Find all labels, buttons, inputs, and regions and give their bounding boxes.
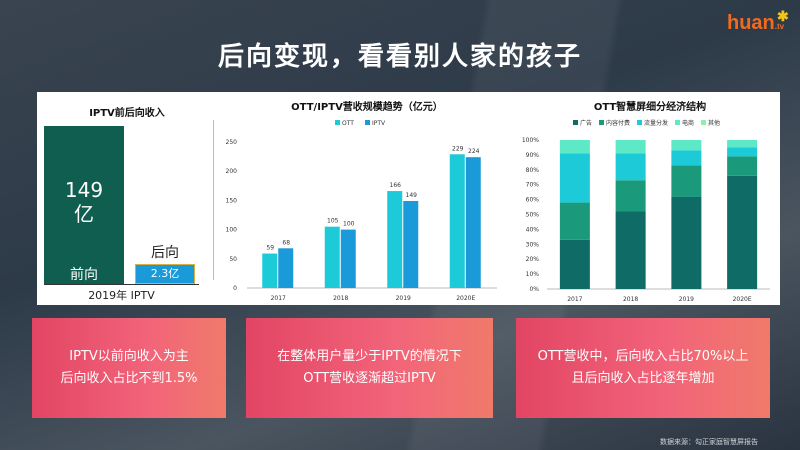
- legend-label: 流量分发: [644, 119, 668, 127]
- logo-star-icon: ✱: [777, 8, 789, 24]
- page-title: 后向变现，看看别人家的孩子: [217, 42, 582, 72]
- chart-title: OTT智慧屏细分经济结构: [594, 100, 706, 113]
- legend-label: 广告: [580, 119, 592, 127]
- front-value: 149: [64, 178, 104, 202]
- data-label: 149: [406, 192, 418, 199]
- left-axis: [44, 284, 199, 285]
- x-tick-label: 2019: [396, 295, 411, 302]
- legend-label: IPTV: [372, 120, 386, 127]
- stacked-segment: [671, 165, 702, 197]
- x-tick-label: 2017: [567, 296, 582, 303]
- y-tick-label: 80%: [526, 167, 540, 174]
- legend-swatch: [573, 120, 578, 125]
- stacked-segment: [671, 140, 702, 151]
- card-line: 且后向收入占比逐年增加: [571, 371, 715, 386]
- stacked-segment: [559, 153, 590, 203]
- legend-swatch: [599, 120, 604, 125]
- ott-iptv-revenue-chart: OTT/IPTV营收规模趋势（亿元） OTT IPTV 0 50 100 150 200 250…: [226, 100, 497, 302]
- stacked-segment: [615, 140, 646, 154]
- stacked-segment: [671, 196, 702, 289]
- legend-swatch: [675, 120, 680, 125]
- legend-swatch: [365, 120, 370, 125]
- huan-tv-logo: huan.tv ✱: [727, 8, 789, 34]
- bar-ott: [449, 154, 465, 288]
- y-tick-label: 40%: [526, 226, 540, 233]
- bar-ott: [262, 253, 278, 288]
- left-xlabel: 2019年 IPTV: [88, 289, 155, 302]
- legend-swatch: [335, 120, 340, 125]
- iptv-chart-title: IPTV前后向收入: [89, 108, 165, 119]
- insight-card-2: 在整体用户量少于IPTV的情况下 OTT营收逐渐超过IPTV: [246, 318, 493, 418]
- stacked-segment: [671, 150, 702, 166]
- bar-iptv: [278, 248, 294, 288]
- legend-swatch: [701, 120, 706, 125]
- bar-iptv: [340, 229, 356, 288]
- y-tick-label: 250: [226, 139, 238, 146]
- bar-iptv: [465, 157, 481, 288]
- divider: [213, 120, 214, 280]
- legend-label: 其他: [708, 119, 720, 127]
- x-tick-label: 2017: [271, 295, 286, 302]
- x-tick-label: 2020E: [456, 295, 475, 302]
- card-line: 在整体用户量少于IPTV的情况下: [277, 349, 462, 364]
- data-label: 68: [282, 239, 290, 246]
- data-label: 224: [468, 148, 480, 155]
- data-label: 59: [266, 245, 274, 252]
- stacked-segment: [727, 156, 758, 176]
- bar-ott: [324, 226, 340, 288]
- y-tick-label: 70%: [526, 182, 540, 189]
- data-label: 229: [452, 145, 464, 152]
- stacked-segment: [615, 180, 646, 212]
- x-tick-label: 2020E: [733, 296, 752, 303]
- front-unit: 亿: [74, 202, 94, 226]
- legend-label: OTT: [342, 120, 354, 127]
- y-tick-label: 200: [226, 168, 238, 175]
- chart-title: OTT/IPTV营收规模趋势（亿元）: [291, 100, 443, 113]
- stacked-segment: [615, 211, 646, 289]
- card-line: 后向收入占比不到1.5%: [60, 371, 198, 386]
- stacked-segment: [559, 202, 590, 240]
- y-tick-label: 90%: [526, 152, 540, 159]
- y-tick-label: 0: [233, 285, 237, 292]
- legend-label: 电商: [682, 119, 694, 127]
- stacked-segment: [727, 147, 758, 157]
- y-tick-label: 0%: [529, 286, 539, 293]
- front-label: 前向: [70, 267, 98, 283]
- back-revenue-bar: 2.3亿: [135, 264, 195, 284]
- y-tick-label: 100: [226, 227, 238, 234]
- x-tick-label: 2018: [623, 296, 638, 303]
- card-line: OTT营收中，后向收入占比70%以上: [537, 349, 749, 364]
- data-label: 166: [390, 182, 402, 189]
- insight-card-1: IPTV以前向收入为主 后向收入占比不到1.5%: [32, 318, 226, 418]
- y-tick-label: 10%: [526, 271, 540, 278]
- card-line: IPTV以前向收入为主: [69, 349, 189, 364]
- y-tick-label: 30%: [526, 241, 540, 248]
- x-tick-label: 2018: [333, 295, 348, 302]
- y-tick-label: 20%: [526, 256, 540, 263]
- x-tick-label: 2019: [679, 296, 694, 303]
- data-label: 100: [343, 221, 355, 228]
- stacked-segment: [727, 140, 758, 148]
- data-label: 105: [327, 218, 339, 225]
- legend-label: 内容付费: [606, 119, 630, 127]
- y-tick-label: 50%: [526, 212, 540, 219]
- stacked-segment: [559, 140, 590, 154]
- bar-ott: [387, 191, 403, 288]
- stacked-segment: [727, 175, 758, 289]
- card-line: OTT营收逐渐超过IPTV: [303, 371, 436, 386]
- y-tick-label: 150: [226, 197, 238, 204]
- stacked-segment: [615, 153, 646, 181]
- legend-swatch: [637, 120, 642, 125]
- front-revenue-bar: 149 亿 前向: [44, 126, 124, 284]
- y-tick-label: 50: [229, 256, 237, 263]
- charts-panel: IPTV前后向收入 149 亿 前向 后向 2.3亿 2019年 IPTV OT…: [37, 92, 780, 305]
- back-label: 后向: [151, 245, 179, 261]
- data-source: 数据来源：勾正家庭智慧屏报告: [660, 438, 758, 446]
- y-tick-label: 60%: [526, 197, 540, 204]
- insight-card-3: OTT营收中，后向收入占比70%以上 且后向收入占比逐年增加: [516, 318, 770, 418]
- y-tick-label: 100%: [522, 137, 539, 144]
- bar-iptv: [403, 200, 419, 288]
- stacked-segment: [559, 239, 590, 289]
